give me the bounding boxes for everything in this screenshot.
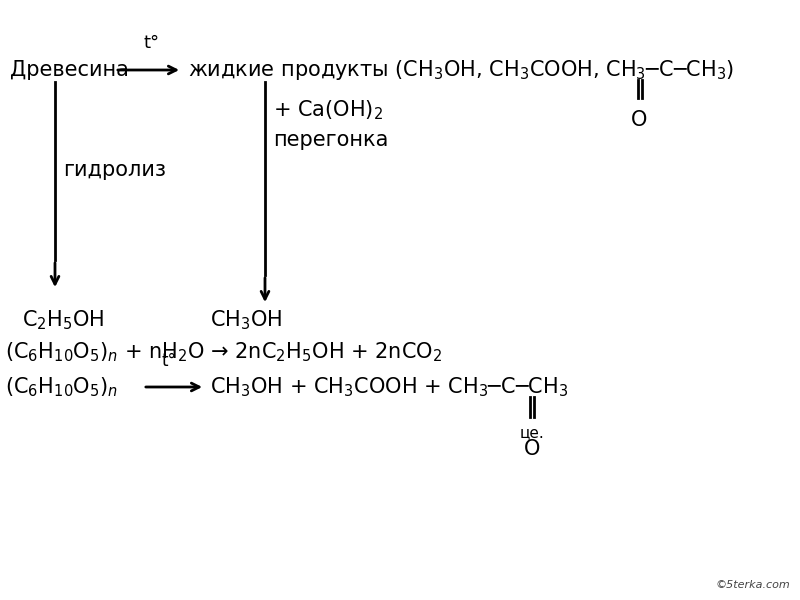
Text: + Ca(OH)$_2$: + Ca(OH)$_2$ — [273, 98, 383, 122]
Text: C$_2$H$_5$OH: C$_2$H$_5$OH — [22, 308, 105, 332]
Text: гидролиз: гидролиз — [63, 160, 166, 180]
Text: це.: це. — [520, 425, 544, 440]
Text: Древесина: Древесина — [10, 60, 129, 80]
Text: O: O — [524, 439, 540, 459]
Text: t°: t° — [162, 352, 177, 370]
Text: (C$_6$H$_{10}$O$_5$)$_n$ + nH$_2$O → 2nC$_2$H$_5$OH + 2nCO$_2$: (C$_6$H$_{10}$O$_5$)$_n$ + nH$_2$O → 2nC… — [5, 340, 442, 364]
Text: (C$_6$H$_{10}$O$_5$)$_n$: (C$_6$H$_{10}$O$_5$)$_n$ — [5, 375, 118, 399]
Text: жидкие продукты (CH$_3$OH, CH$_3$COOH, CH$_3$─C─CH$_3$): жидкие продукты (CH$_3$OH, CH$_3$COOH, C… — [188, 58, 734, 82]
Text: CH$_3$OH: CH$_3$OH — [210, 308, 282, 332]
Text: перегонка: перегонка — [273, 130, 388, 150]
Text: ©5terka.com: ©5terka.com — [715, 580, 790, 590]
Text: CH$_3$OH + CH$_3$COOH + CH$_3$─C─CH$_3$: CH$_3$OH + CH$_3$COOH + CH$_3$─C─CH$_3$ — [210, 375, 568, 399]
Text: t°: t° — [143, 34, 159, 52]
Text: O: O — [631, 110, 647, 130]
